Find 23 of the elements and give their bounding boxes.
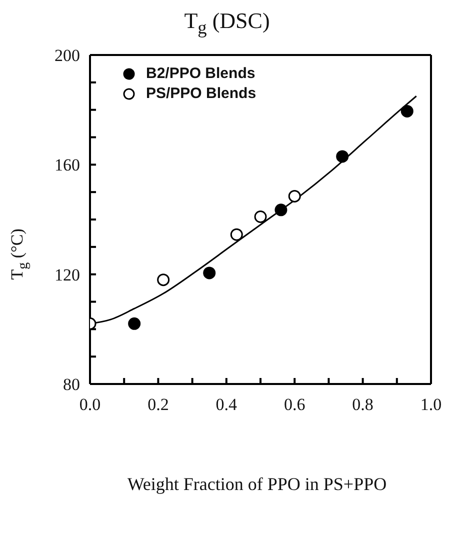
- x-tick-label: 0.6: [284, 395, 306, 414]
- y-tick-label: 200: [54, 46, 80, 66]
- point: [400, 104, 414, 118]
- x-tick-label: 0.2: [148, 395, 169, 414]
- point: [254, 210, 267, 224]
- legend-label: B2/PPO Blends: [146, 64, 256, 84]
- x-tick-label: 0.8: [352, 395, 374, 414]
- point: [128, 317, 141, 330]
- point: [157, 274, 170, 286]
- y-tick-label: 120: [54, 265, 80, 284]
- x-tick-label: 0.4: [216, 395, 238, 414]
- chart-title: T$_{g}$ (DSC): [183, 8, 271, 40]
- point: [336, 150, 349, 163]
- y-tick-label: 160: [54, 156, 80, 175]
- point: [288, 190, 301, 202]
- x-tick-label: 0.0: [79, 395, 101, 414]
- y-tick-label: 80: [63, 375, 80, 394]
- point: [203, 266, 216, 280]
- x-axis-title: Weight Fraction of PPO in PS+PPO: [126, 474, 388, 495]
- x-tick-label: 1.0: [420, 395, 442, 414]
- point: [230, 228, 243, 241]
- point: [274, 204, 288, 216]
- legend-label: PS/PPO Blends: [146, 84, 256, 104]
